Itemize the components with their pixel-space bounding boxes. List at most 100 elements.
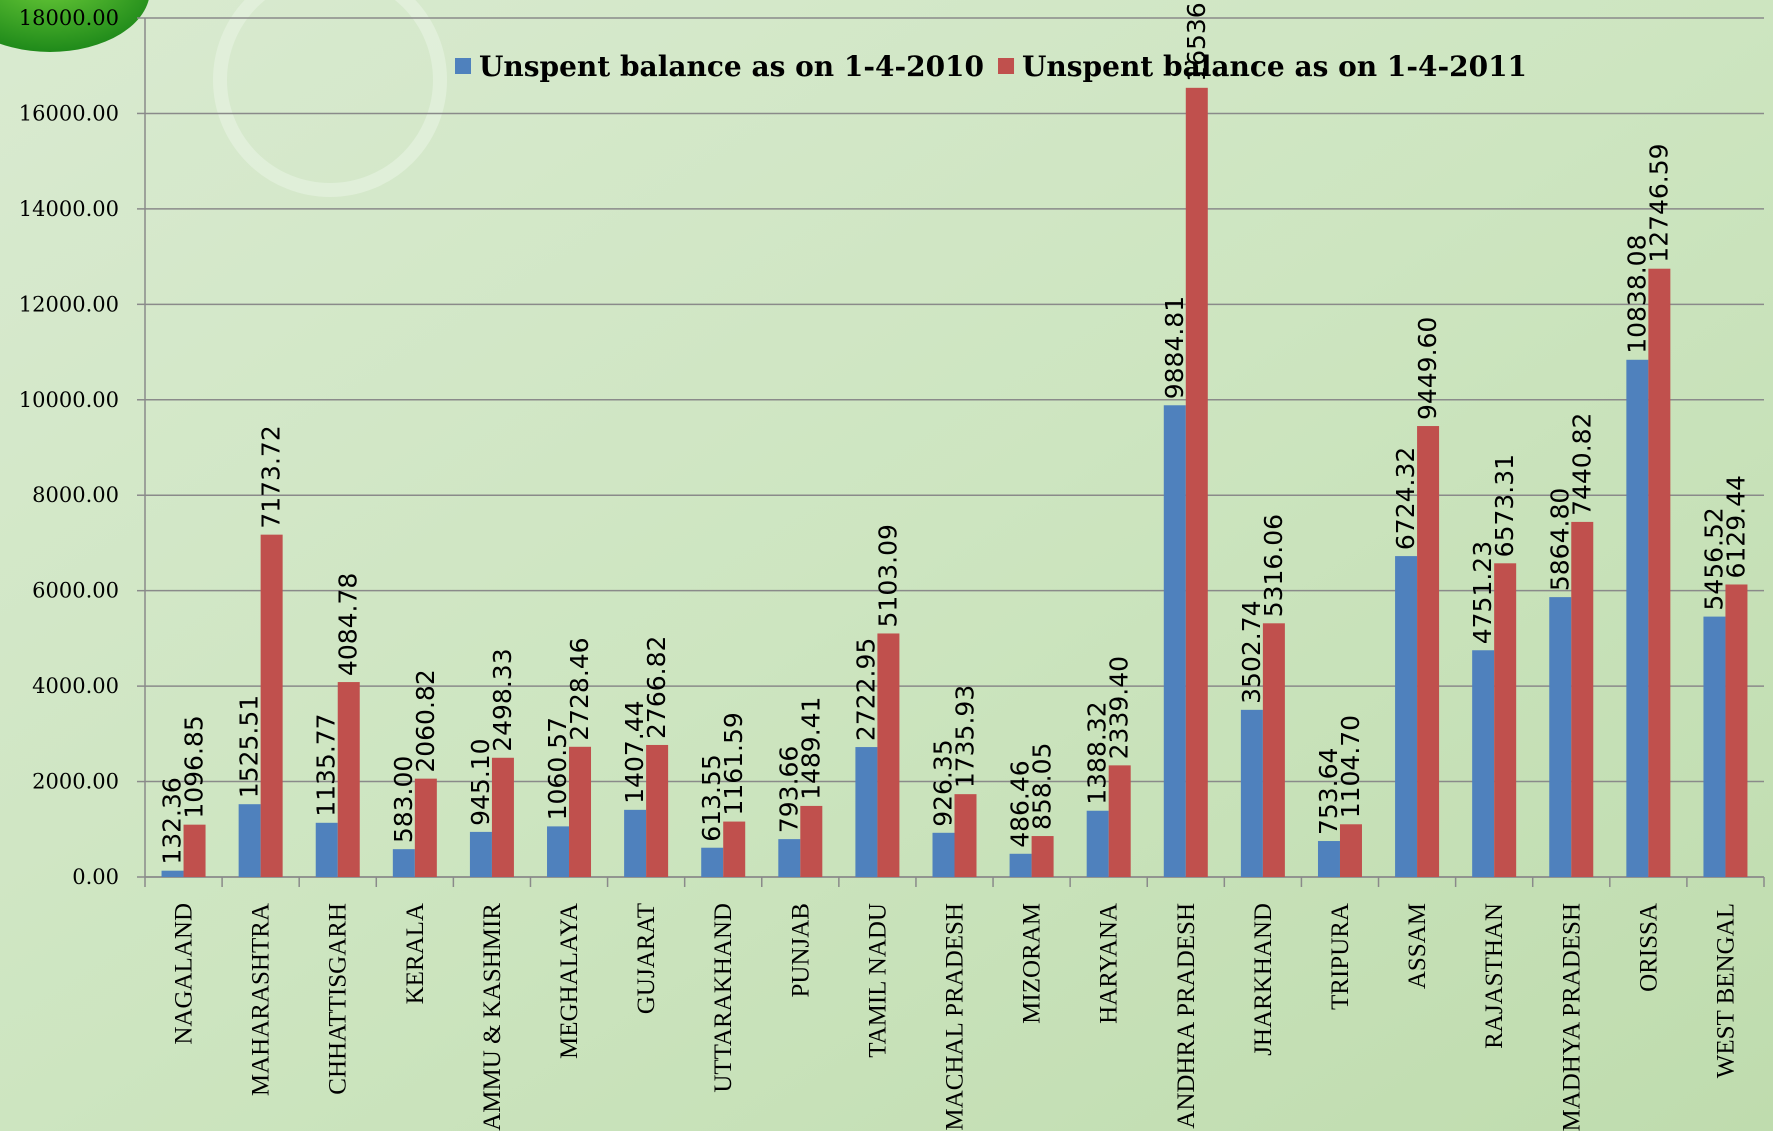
y-tick-label: 0.00 (72, 865, 119, 889)
value-label: 6573.31 (1490, 454, 1519, 557)
value-label: 1735.93 (951, 685, 980, 788)
value-label: 2766.82 (642, 636, 671, 739)
bar (1494, 563, 1516, 877)
value-label: 2498.33 (488, 648, 517, 751)
legend-swatch (455, 58, 471, 74)
x-tick-label: RAJASTHAN (1481, 903, 1508, 1049)
x-tick-label: KERALA (402, 903, 429, 1004)
bar (1648, 269, 1670, 877)
value-label: 12746.59 (1644, 143, 1673, 262)
bar (184, 825, 206, 877)
bar (1087, 811, 1109, 877)
x-tick-label: JHARKHAND (1250, 903, 1277, 1056)
bar (1395, 556, 1417, 877)
bar (1241, 710, 1263, 877)
bar (338, 682, 360, 877)
bar (261, 535, 283, 877)
bar (933, 833, 955, 877)
bar (1010, 854, 1032, 877)
y-tick-label: 8000.00 (32, 483, 119, 507)
bar (800, 806, 822, 877)
value-label: 1096.85 (180, 715, 209, 818)
bar (877, 633, 899, 877)
legend-swatch (998, 58, 1014, 74)
chart: 0.00 2000.00 4000.00 6000.00 8000.00 10000.00… (0, 0, 1773, 1131)
bar (569, 747, 591, 877)
bar (1263, 623, 1285, 877)
value-label: 7173.72 (257, 425, 286, 528)
legend-label: Unspent balance as on 1-4-2010 (479, 50, 984, 83)
y-tick-label: 18000.00 (19, 6, 119, 30)
x-tick-label: UTTARAKHAND (710, 903, 737, 1093)
bar (1164, 405, 1186, 877)
bar (723, 822, 745, 877)
x-tick-label: MAHARASHTRA (248, 903, 275, 1096)
y-tick-label: 16000.00 (19, 101, 119, 125)
value-label: 2722.95 (851, 638, 880, 741)
bar (855, 747, 877, 877)
y-tick-label: 4000.00 (32, 674, 119, 698)
x-tick-label: JAMMU & KASHMIR (479, 903, 506, 1131)
x-tick-label: ORISSA (1635, 903, 1662, 992)
value-label: 7440.82 (1567, 413, 1596, 516)
bar (955, 794, 977, 877)
bar (646, 745, 668, 877)
bar (1417, 426, 1439, 877)
y-tick-label: 12000.00 (19, 292, 119, 316)
value-label: 1489.41 (796, 697, 825, 800)
x-tick-label: MADHYA PRADESH (1558, 903, 1585, 1131)
value-label: 5103.09 (873, 524, 902, 627)
value-label: 2728.46 (565, 637, 594, 740)
bar (1032, 836, 1054, 877)
bar (1725, 584, 1747, 877)
bar (1340, 824, 1362, 877)
value-label: 2339.40 (1105, 656, 1134, 759)
value-label: 9884.81 (1160, 296, 1189, 399)
x-tick-label: MEGHALAYA (556, 903, 583, 1059)
bar (1109, 765, 1131, 877)
x-tick-label: MIZORAM (1019, 903, 1046, 1024)
bar (1626, 360, 1648, 877)
x-tick-label: GUJARAT (633, 903, 660, 1014)
bar (624, 810, 646, 877)
y-tick-label: 6000.00 (32, 579, 119, 603)
bar (1472, 650, 1494, 877)
value-label: 6129.44 (1721, 475, 1750, 578)
bar (1571, 522, 1593, 877)
bar (316, 823, 338, 877)
x-tick-label: CHHATTISGARH (325, 903, 352, 1095)
bar (393, 849, 415, 877)
x-tick-label: NAGALAND (171, 903, 198, 1045)
x-tick-label: TRIPURA (1327, 903, 1354, 1010)
x-tick-label: ASSAM (1404, 903, 1431, 989)
x-tick-label: HARYANA (1096, 903, 1123, 1024)
bar (470, 832, 492, 877)
value-label: 1161.59 (719, 712, 748, 815)
value-label: 6724.32 (1391, 447, 1420, 550)
value-label: 1525.51 (235, 695, 264, 798)
x-tick-label: WEST BENGAL (1712, 903, 1739, 1078)
value-label: 4084.78 (334, 573, 363, 676)
x-tick-label: HIMACHAL PRADESH (942, 903, 969, 1131)
value-label: 1135.77 (312, 713, 341, 816)
bar (547, 826, 569, 877)
bar (1318, 841, 1340, 877)
value-label: 9449.60 (1413, 317, 1442, 420)
bar (1186, 88, 1208, 877)
value-label: 5316.06 (1259, 514, 1288, 617)
legend-label: Unspent balance as on 1-4-2011 (1022, 50, 1527, 83)
bar (415, 779, 437, 877)
bar (162, 871, 184, 877)
bar (778, 839, 800, 877)
bar (239, 804, 261, 877)
bar (492, 758, 514, 877)
y-tick-label: 14000.00 (19, 197, 119, 221)
bar (1703, 617, 1725, 877)
y-tick-label: 10000.00 (19, 388, 119, 412)
bar (1549, 597, 1571, 877)
x-tick-label: TAMIL NADU (864, 903, 891, 1058)
bar (701, 848, 723, 877)
y-tick-label: 2000.00 (32, 770, 119, 794)
value-label: 858.05 (1028, 743, 1057, 830)
x-tick-label: PUNJAB (787, 903, 814, 997)
